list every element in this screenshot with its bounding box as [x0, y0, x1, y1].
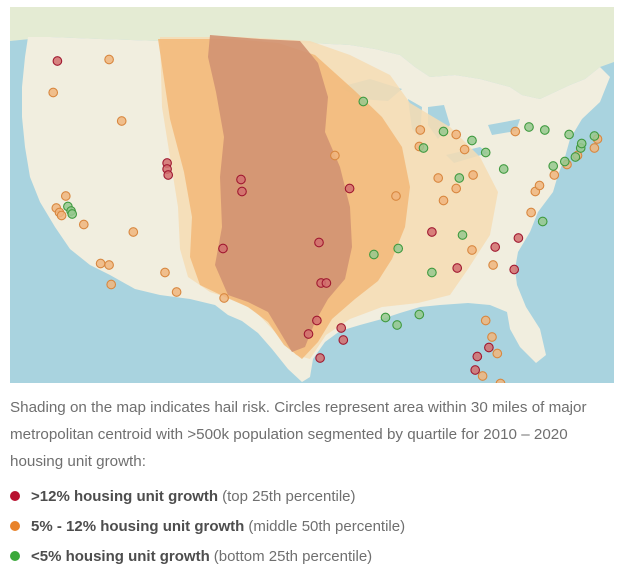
metro-marker-high	[509, 264, 520, 275]
metro-marker-high	[315, 353, 325, 363]
metro-marker-high	[163, 170, 174, 180]
legend-item-low: <5% housing unit growth (bottom 25th per…	[10, 541, 405, 571]
metro-marker-high	[513, 233, 524, 243]
metro-marker-high	[344, 183, 355, 194]
map-caption: Shading on the map indicates hail risk. …	[10, 399, 587, 470]
legend-dot-high	[10, 491, 20, 501]
metro-marker-low	[498, 164, 509, 174]
metro-marker-low	[67, 209, 78, 219]
metro-marker-high	[484, 342, 494, 353]
metro-marker-high	[218, 243, 228, 254]
metro-marker-low	[589, 131, 600, 141]
metro-marker-mid	[330, 150, 340, 161]
metro-marker-mid	[48, 87, 59, 98]
legend-item-high: >12% housing unit growth (top 25th perce…	[10, 481, 405, 511]
metro-marker-high	[338, 335, 349, 345]
metro-marker-mid	[526, 207, 536, 218]
legend-detail-low: (bottom 25th percentile)	[213, 547, 373, 565]
metro-marker-mid	[56, 210, 67, 221]
legend-dot-mid	[10, 521, 20, 531]
metro-marker-mid	[492, 348, 503, 359]
metro-marker-mid	[171, 287, 182, 297]
metro-marker-mid	[589, 143, 600, 153]
legend-label-high: >12% housing unit growth	[31, 487, 219, 505]
metro-marker-mid	[480, 315, 491, 326]
metro-marker-mid	[415, 125, 426, 135]
metro-marker-mid	[116, 116, 127, 126]
metro-marker-low	[427, 267, 437, 278]
metro-marker-low	[369, 249, 379, 260]
metro-marker-mid	[60, 191, 71, 201]
metro-marker-high	[472, 351, 483, 362]
metro-marker-low	[457, 230, 468, 240]
metro-marker-low	[559, 156, 570, 167]
metro-marker-low	[393, 243, 404, 254]
metro-marker-mid	[459, 144, 470, 155]
metro-marker-high	[490, 242, 501, 252]
metro-marker-low	[418, 143, 429, 153]
metro-marker-low	[438, 126, 449, 137]
metro-marker-mid	[451, 129, 462, 140]
metro-marker-mid	[549, 170, 560, 180]
metro-marker-mid	[487, 332, 497, 342]
legend-detail-high: (top 25th percentile)	[222, 487, 356, 505]
metro-marker-low	[564, 129, 574, 140]
metro-marker-mid	[534, 180, 545, 191]
metro-marker-mid	[104, 54, 114, 65]
metro-marker-mid	[219, 293, 229, 303]
metro-marker-high	[470, 365, 481, 375]
metro-marker-mid	[510, 126, 521, 137]
metro-marker-mid	[433, 173, 444, 183]
metro-marker-high	[427, 227, 437, 237]
legend-item-mid: 5% - 12% housing unit growth (middle 50t…	[10, 511, 405, 541]
metro-marker-low	[570, 152, 581, 162]
legend-label-mid: 5% - 12% housing unit growth	[31, 517, 245, 535]
metro-marker-mid	[488, 260, 498, 270]
hail-risk-map	[10, 7, 614, 383]
metro-marker-mid	[391, 191, 401, 201]
metro-marker-mid	[451, 183, 462, 194]
metro-marker-mid	[106, 279, 117, 290]
metro-markers	[48, 54, 603, 383]
metro-marker-high	[336, 323, 347, 333]
metro-marker-high	[52, 56, 63, 66]
metro-marker-mid	[477, 371, 488, 381]
metro-marker-low	[467, 135, 477, 146]
metro-marker-mid	[495, 378, 506, 383]
metro-marker-high	[452, 263, 463, 273]
metro-marker-high	[303, 329, 314, 339]
metro-marker-high	[314, 237, 324, 248]
metro-marker-low	[358, 96, 369, 107]
metro-marker-low	[414, 309, 425, 320]
metro-marker-mid	[104, 260, 114, 270]
metro-marker-low	[454, 173, 465, 183]
legend-dot-low	[10, 551, 20, 561]
legend-label-low: <5% housing unit growth	[31, 547, 210, 565]
metro-marker-high	[236, 174, 246, 185]
legend: >12% housing unit growth (top 25th perce…	[10, 481, 405, 571]
metro-marker-mid	[95, 258, 106, 269]
metro-marker-low	[392, 320, 402, 330]
metro-marker-mid	[78, 219, 89, 230]
metro-marker-mid	[160, 267, 170, 278]
metro-marker-low	[539, 125, 550, 135]
metro-marker-mid	[468, 170, 478, 180]
metro-marker-low	[380, 312, 391, 323]
metro-marker-low	[524, 122, 534, 132]
metro-marker-mid	[438, 195, 449, 206]
metro-marker-low	[480, 147, 491, 158]
canada-land	[10, 7, 614, 99]
metro-marker-low	[576, 138, 587, 149]
metro-marker-high	[237, 186, 247, 197]
metro-marker-low	[548, 161, 559, 171]
metro-marker-mid	[128, 227, 139, 237]
legend-detail-mid: (middle 50th percentile)	[248, 517, 406, 535]
metro-marker-high	[321, 278, 332, 288]
metro-marker-high	[312, 315, 322, 326]
hail-risk-high-zone	[208, 35, 352, 352]
metro-marker-mid	[467, 245, 477, 255]
metro-marker-low	[537, 216, 548, 227]
